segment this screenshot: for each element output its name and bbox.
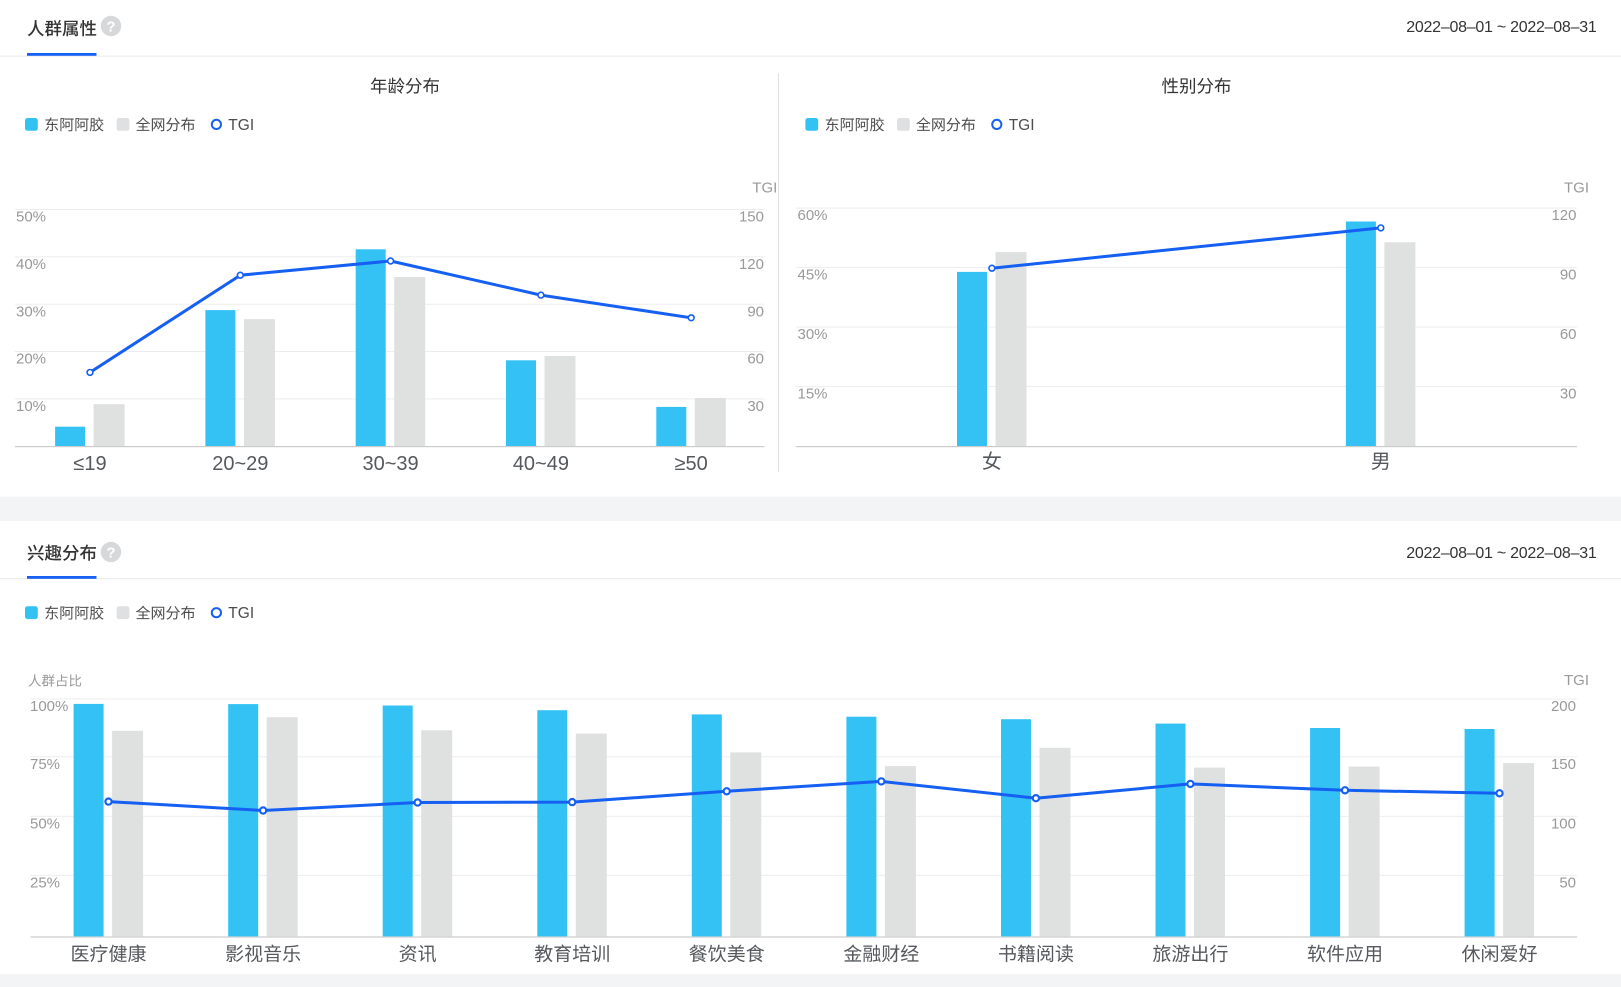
svg-text:TGI: TGI: [228, 605, 254, 622]
svg-text:30%: 30%: [798, 326, 828, 343]
svg-text:TGI: TGI: [1564, 672, 1589, 689]
svg-text:120: 120: [739, 256, 764, 273]
svg-text:30~39: 30~39: [363, 453, 419, 475]
svg-text:50: 50: [1559, 874, 1576, 891]
svg-text:120: 120: [1551, 207, 1576, 224]
svg-text:60: 60: [1560, 326, 1577, 343]
svg-text:40%: 40%: [16, 256, 46, 273]
svg-text:90: 90: [747, 303, 764, 320]
svg-text:?: ?: [106, 544, 115, 561]
svg-text:200: 200: [1551, 698, 1576, 715]
svg-text:45%: 45%: [798, 267, 828, 284]
svg-text:100%: 100%: [30, 698, 68, 715]
svg-text:≤19: ≤19: [73, 453, 106, 475]
svg-text:30: 30: [747, 398, 764, 415]
svg-text:TGI: TGI: [1009, 117, 1035, 134]
svg-text:50%: 50%: [16, 209, 46, 226]
svg-text:≥50: ≥50: [675, 453, 708, 475]
svg-text:40~49: 40~49: [513, 453, 569, 475]
svg-text:20%: 20%: [16, 351, 46, 368]
svg-text:?: ?: [106, 18, 115, 35]
svg-text:2022–08–01 ~ 2022–08–31: 2022–08–01 ~ 2022–08–31: [1406, 545, 1597, 562]
svg-text:50%: 50%: [30, 815, 60, 832]
svg-text:2022–08–01 ~ 2022–08–31: 2022–08–01 ~ 2022–08–31: [1406, 19, 1597, 36]
svg-text:75%: 75%: [30, 756, 60, 773]
svg-text:60%: 60%: [798, 207, 828, 224]
svg-text:30%: 30%: [16, 303, 46, 320]
svg-text:150: 150: [1551, 756, 1576, 773]
svg-text:30: 30: [1560, 386, 1577, 403]
svg-text:TGI: TGI: [1564, 180, 1589, 197]
svg-text:TGI: TGI: [228, 117, 254, 134]
svg-text:90: 90: [1560, 267, 1577, 284]
svg-text:25%: 25%: [30, 874, 60, 891]
svg-text:150: 150: [739, 209, 764, 226]
svg-text:TGI: TGI: [752, 180, 777, 197]
svg-text:20~29: 20~29: [212, 453, 268, 475]
svg-text:100: 100: [1551, 815, 1576, 832]
svg-text:15%: 15%: [798, 386, 828, 403]
svg-text:10%: 10%: [16, 398, 46, 415]
svg-text:60: 60: [747, 351, 764, 368]
